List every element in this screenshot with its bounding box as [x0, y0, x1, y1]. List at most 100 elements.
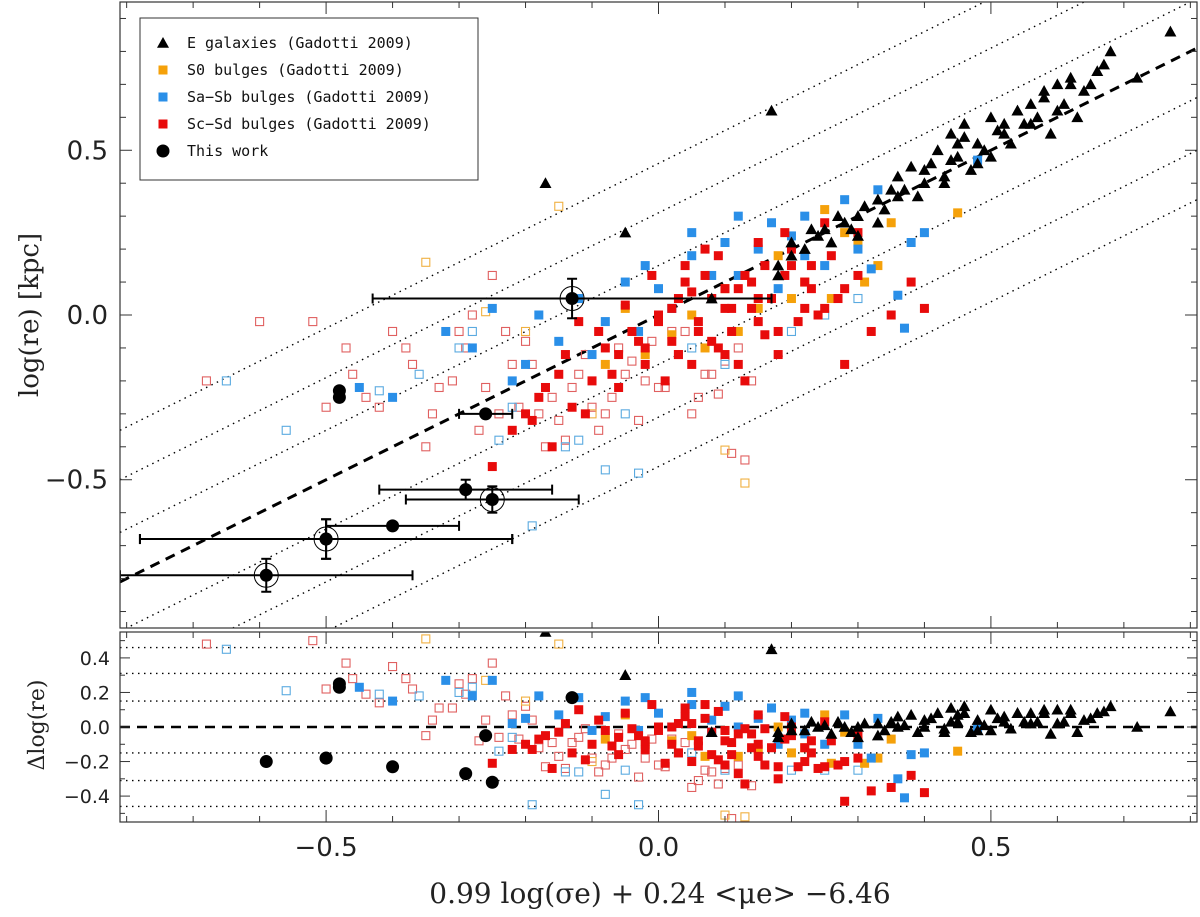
sc-sd-bulges-gadotti-2009-point: [634, 336, 644, 346]
sc-sd-bulges-gadotti-2009-residual-point: [660, 758, 670, 768]
sa-sb-bulges-gadotti-2009-point: [899, 323, 909, 333]
sc-sd-bulges-gadotti-2009-point: [833, 294, 843, 304]
e-galaxies-gadotti-2009-point: [1038, 91, 1051, 103]
sa-sb-bulges-gadotti-2009-point: [800, 251, 810, 261]
e-galaxies-gadotti-2009-residual-point: [785, 717, 798, 729]
e-galaxies-gadotti-2009-residual-point: [878, 724, 891, 736]
sc-sd-bulges-gadotti-2009-point: [680, 277, 690, 287]
legend-label: This work: [187, 142, 268, 160]
sc-sd-bulges-gadotti-2009-open-point: [607, 392, 617, 402]
sa-sb-bulges-gadotti-2009-residual-point: [640, 693, 650, 703]
sa-sb-bulges-gadotti-2009-open-residual-point: [634, 800, 644, 810]
sc-sd-bulges-gadotti-2009-open-point: [647, 336, 657, 346]
legend-marker: [156, 144, 170, 158]
sc-sd-bulges-gadotti-2009-point: [727, 326, 737, 336]
sc-sd-bulges-gadotti-2009-point: [733, 359, 743, 369]
sa-sb-bulges-gadotti-2009-residual-point: [893, 774, 903, 784]
sc-sd-bulges-gadotti-2009-residual-point: [673, 719, 683, 729]
legend-label: S0 bulges (Gadotti 2009): [187, 61, 404, 79]
e-galaxies-gadotti-2009-residual-point: [851, 731, 864, 743]
e-galaxies-gadotti-2009-residual-point: [1071, 726, 1084, 737]
e-galaxies-gadotti-2009-point: [945, 154, 958, 165]
sc-sd-bulges-gadotti-2009-residual-point: [627, 724, 637, 734]
s0-bulges-gadotti-2009-residual-point: [786, 748, 796, 758]
e-galaxies-gadotti-2009-point: [1004, 137, 1017, 149]
sc-sd-bulges-gadotti-2009-point: [534, 392, 544, 402]
sc-sd-bulges-gadotti-2009-residual-point: [740, 724, 750, 734]
e-galaxies-gadotti-2009-point: [785, 249, 798, 261]
e-galaxies-gadotti-2009-residual-point: [539, 632, 552, 637]
sc-sd-bulges-gadotti-2009-point: [574, 317, 584, 327]
sc-sd-bulges-gadotti-2009-open-point: [507, 359, 517, 369]
sc-sd-bulges-gadotti-2009-residual-point: [580, 755, 590, 765]
sa-sb-bulges-gadotti-2009-point: [487, 303, 497, 313]
s0-bulges-gadotti-2009-point: [826, 294, 836, 304]
sc-sd-bulges-gadotti-2009-open-residual-point: [374, 698, 384, 708]
e-galaxies-gadotti-2009-point: [918, 164, 931, 175]
sc-sd-bulges-gadotti-2009-open-residual-point: [361, 689, 371, 699]
residual-plot-area: [120, 632, 1197, 822]
sc-sd-bulges-gadotti-2009-point: [806, 284, 816, 294]
sc-sd-bulges-gadotti-2009-residual-point: [886, 782, 896, 792]
sa-sb-bulges-gadotti-2009-point: [654, 284, 663, 294]
sc-sd-bulges-gadotti-2009-open-residual-point: [567, 737, 577, 748]
sc-sd-bulges-gadotti-2009-point: [540, 382, 550, 392]
sc-sd-bulges-gadotti-2009-open-point: [501, 326, 511, 337]
sc-sd-bulges-gadotti-2009-point: [840, 359, 850, 369]
y-axis-title-top: log(re) [kpc]: [15, 233, 45, 397]
e-galaxies-gadotti-2009-residual-point: [818, 719, 831, 731]
e-galaxies-gadotti-2009-point: [1071, 111, 1084, 123]
e-galaxies-gadotti-2009-residual-point: [905, 708, 918, 720]
sc-sd-bulges-gadotti-2009-point: [614, 382, 624, 392]
sc-sd-bulges-gadotti-2009-point: [620, 300, 630, 310]
sa-sb-bulges-gadotti-2009-open-point: [221, 376, 231, 386]
sc-sd-bulges-gadotti-2009-open-point: [467, 310, 477, 320]
e-galaxies-gadotti-2009-residual-point: [619, 669, 632, 680]
sc-sd-bulges-gadotti-2009-residual-point: [654, 725, 663, 735]
e-galaxies-gadotti-2009-point: [1011, 104, 1024, 116]
e-galaxies-gadotti-2009-residual-point: [871, 717, 884, 729]
sc-sd-bulges-gadotti-2009-residual-point: [554, 727, 564, 737]
e-galaxies-gadotti-2009-residual-point: [858, 717, 871, 729]
e-galaxies-gadotti-2009-point: [951, 137, 964, 149]
sc-sd-bulges-gadotti-2009-point: [800, 303, 810, 313]
e-galaxies-gadotti-2009-residual-point: [945, 702, 958, 713]
sc-sd-bulges-gadotti-2009-residual-point: [820, 762, 830, 772]
sc-sd-bulges-gadotti-2009-open-point: [407, 359, 418, 369]
e-galaxies-gadotti-2009-point: [898, 183, 911, 195]
sc-sd-bulges-gadotti-2009-open-residual-point: [341, 658, 351, 668]
sa-sb-bulges-gadotti-2009-residual-point: [388, 696, 398, 706]
sc-sd-bulges-gadotti-2009-residual-point: [614, 750, 624, 760]
sc-sd-bulges-gadotti-2009-point: [654, 317, 663, 327]
sc-sd-bulges-gadotti-2009-point: [727, 303, 737, 313]
sc-sd-bulges-gadotti-2009-open-point: [361, 392, 371, 402]
sa-sb-bulges-gadotti-2009-residual-point: [707, 715, 717, 725]
e-galaxies-gadotti-2009-point: [885, 183, 898, 195]
e-galaxies-gadotti-2009-residual-point: [891, 710, 904, 722]
e-galaxies-gadotti-2009-residual-point: [1004, 722, 1017, 734]
e-galaxies-gadotti-2009-residual-point: [998, 710, 1011, 722]
sc-sd-bulges-gadotti-2009-open-point: [255, 317, 265, 327]
s0-bulges-gadotti-2009-point: [786, 294, 796, 304]
s0-bulges-gadotti-2009-point: [886, 218, 896, 228]
e-galaxies-gadotti-2009-point: [798, 243, 811, 254]
sc-sd-bulges-gadotti-2009-residual-point: [620, 708, 630, 718]
e-galaxies-gadotti-2009-residual-point: [765, 643, 778, 655]
sc-sd-bulges-gadotti-2009-residual-point: [647, 700, 657, 710]
sc-sd-bulges-gadotti-2009-open-point: [401, 343, 411, 353]
sc-sd-bulges-gadotti-2009-open-residual-point: [454, 679, 464, 689]
sc-sd-bulges-gadotti-2009-point: [667, 336, 677, 346]
sc-sd-bulges-gadotti-2009-point: [640, 343, 650, 353]
sc-sd-bulges-gadotti-2009-residual-point: [906, 770, 916, 780]
sc-sd-bulges-gadotti-2009-point: [700, 244, 710, 254]
offset-line: [125, 96, 1197, 628]
this-work-residual-point: [332, 680, 346, 694]
this-work-point: [485, 493, 499, 507]
encircle-ring: [559, 286, 585, 312]
e-galaxies-gadotti-2009-residual-point: [918, 721, 931, 732]
sa-sb-bulges-gadotti-2009-residual-point: [919, 748, 929, 758]
sa-sb-bulges-gadotti-2009-point: [820, 261, 830, 271]
y-axis-title-bottom: Δlog(re): [25, 680, 50, 771]
sc-sd-bulges-gadotti-2009-residual-point: [487, 758, 497, 768]
encircle-ring: [479, 487, 505, 513]
